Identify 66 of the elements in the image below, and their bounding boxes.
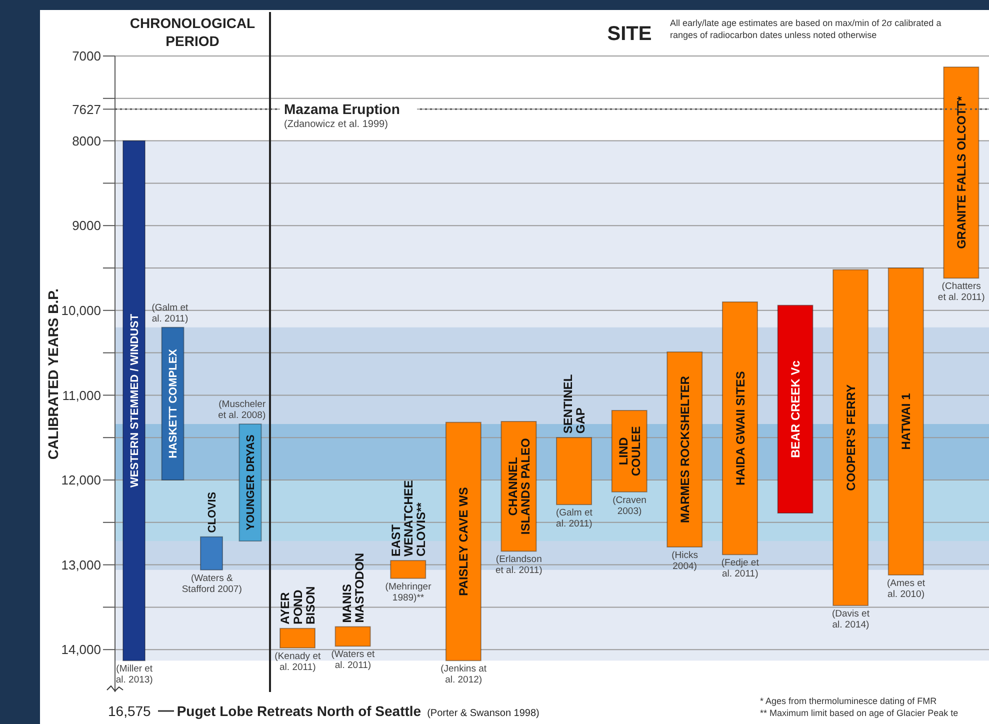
y-tick-label: 9000 bbox=[72, 218, 101, 234]
y-tick-label: 8000 bbox=[72, 133, 101, 148]
annotation: (Galm et al. 2011) bbox=[152, 302, 188, 324]
bar bbox=[888, 268, 924, 576]
x-tick-label: GRANITE FALLS OLCOTT* bbox=[954, 96, 969, 249]
text: 16,575 bbox=[108, 703, 152, 719]
annotation: (Zdanowicz et al. 1999) bbox=[284, 119, 388, 130]
bar bbox=[334, 626, 371, 647]
x-tick-label: MARMES ROCKSHELTER bbox=[678, 376, 692, 524]
x-tick-label: YOUNGER DRYAS bbox=[245, 434, 258, 530]
text: All early/late age estimates are based on max/min of 2σ calibrated a bbox=[670, 18, 942, 28]
x-tick-label: PAISLEY CAVE WS bbox=[456, 487, 471, 596]
x-tick-label: EAST WENATCHEE CLOVIS** bbox=[388, 480, 428, 557]
y-tick-label: 11,000 bbox=[62, 388, 101, 403]
annotation: (Ames et al. 2010) bbox=[887, 578, 926, 600]
x-tick-label: BEAR CREEK Vc bbox=[788, 360, 803, 458]
x-tick-label: SENTINEL GAP bbox=[561, 374, 588, 434]
annotation: (Mehringer 1989)** bbox=[385, 581, 432, 604]
y-tick-label: 13,000 bbox=[61, 557, 101, 572]
bar bbox=[445, 422, 482, 662]
bar bbox=[777, 304, 814, 514]
ref-line-label: Mazama Eruption bbox=[284, 101, 400, 118]
x-tick-label: HATWAI 1 bbox=[899, 392, 914, 450]
y-axis-title: CALIBRATED YEARS B.P. bbox=[45, 288, 61, 460]
bar bbox=[280, 628, 316, 648]
x-tick-label: AYER POND BISON bbox=[278, 586, 318, 624]
annotation: (Fedje et al. 2011) bbox=[721, 558, 760, 580]
annotation: (Chatters et al. 2011) bbox=[938, 281, 985, 304]
x-tick-label: HASKETT COMPLEX bbox=[168, 348, 180, 458]
annotation: (Erlandson et al. 2011) bbox=[495, 554, 542, 576]
annotation: (Davis et al. 2014) bbox=[832, 608, 870, 631]
x-tick-label: WESTERN STEMMED / WINDUST bbox=[128, 314, 141, 488]
x-tick-label: COOPER'S FERRY bbox=[844, 384, 858, 491]
y-tick-label: 14,000 bbox=[61, 642, 101, 658]
annotation: (Galm et al. 2011) bbox=[556, 508, 593, 530]
annotation: (Waters et al. 2011) bbox=[331, 649, 376, 672]
bar bbox=[943, 66, 980, 279]
text: * Ages from thermoluminesce dating of FMR bbox=[760, 696, 938, 706]
annotation: (Hicks 2004) bbox=[672, 550, 698, 572]
bar bbox=[122, 140, 146, 662]
y-tick-label: 7627 bbox=[72, 102, 101, 117]
text: Puget Lobe Retreats North of Seattle bbox=[176, 703, 422, 719]
x-tick-label: CHANNEL ISLANDS PALEO bbox=[506, 438, 532, 535]
x-tick-label: MANIS MASTODON bbox=[340, 552, 366, 623]
bar bbox=[556, 437, 592, 506]
chart-title: SITE bbox=[607, 23, 652, 45]
annotation: (Muscheler et al. 2008) bbox=[218, 399, 266, 422]
text: (Porter & Swanson 1998) bbox=[427, 708, 540, 719]
chart-title: CHRONOLOGICAL PERIOD bbox=[130, 15, 256, 49]
y-tick-label: 10,000 bbox=[61, 303, 101, 318]
annotation: (Miller et al. 2013) bbox=[116, 664, 153, 686]
bar bbox=[390, 560, 426, 579]
y-tick-label: 12,000 bbox=[61, 472, 101, 488]
x-tick-label: HAIDA GWAII SITES bbox=[733, 371, 748, 486]
bar bbox=[722, 301, 758, 556]
bar bbox=[200, 536, 223, 570]
annotation: (Kenady et al. 2011) bbox=[274, 650, 321, 673]
x-tick-label: CLOVIS bbox=[206, 492, 218, 533]
text: ** Maximum limit based on age of Glacier Peak te bbox=[760, 708, 958, 718]
annotation: (Craven 2003) bbox=[612, 494, 646, 517]
text: ranges of radiocarbon dates unless noted otherwise bbox=[670, 30, 877, 40]
y-tick-label: 7000 bbox=[72, 48, 101, 64]
annotation: (Waters & Stafford 2007) bbox=[182, 572, 242, 595]
bar bbox=[832, 269, 869, 606]
x-tick-label: LIND COULEE bbox=[616, 426, 643, 476]
annotation: (Jenkins at al. 2012) bbox=[440, 664, 487, 686]
